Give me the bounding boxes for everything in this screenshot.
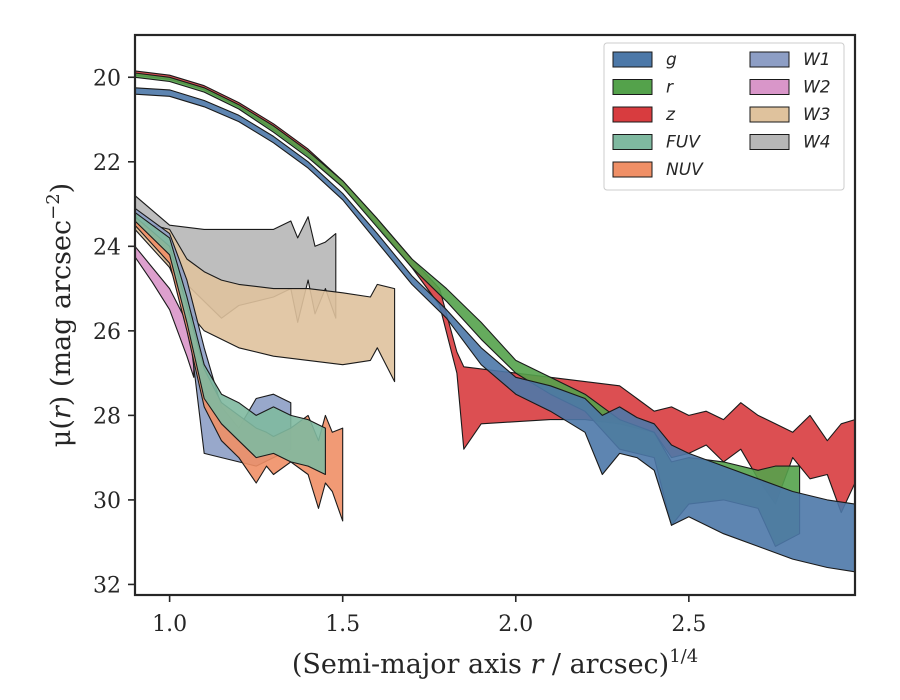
legend-swatch-w1	[749, 51, 790, 68]
x-label-variable: r	[530, 649, 545, 680]
plot-frame	[133, 33, 857, 597]
legend-label-w1: W1	[803, 50, 831, 70]
y-tick-label: 28	[93, 404, 121, 429]
x-label-exponent: 1/4	[669, 646, 698, 667]
legend-swatch-nuv	[612, 161, 653, 178]
legend-swatch-z	[612, 106, 653, 123]
y-label-part-1: μ(	[46, 419, 77, 447]
x-label-part-1: (Semi-major axis	[292, 649, 531, 680]
y-tick-label: 32	[93, 573, 121, 598]
legend-label-w3: W3	[803, 105, 831, 125]
band-w3	[135, 220, 396, 383]
band-fuv	[135, 211, 326, 476]
legend-label-g: g	[666, 50, 677, 70]
x-tick-label: 1.5	[325, 612, 360, 637]
x-label-part-3: / arcsec)	[543, 649, 669, 680]
legend-label-w2: W2	[803, 78, 831, 98]
legend-swatch-w2	[749, 79, 790, 95]
band-g	[135, 87, 855, 573]
band-w2	[135, 245, 195, 378]
y-label-exponent: −2	[43, 193, 64, 220]
y-tick-label: 24	[93, 235, 121, 260]
y-label-variable: r	[46, 404, 77, 419]
legend-swatch-w4	[749, 134, 790, 150]
legend-label-nuv: NUV	[666, 160, 704, 180]
legend-swatch-r	[612, 79, 653, 95]
legend-swatch-fuv	[612, 134, 653, 150]
legend-swatch-w3	[749, 106, 790, 123]
legend-swatch-g	[612, 51, 653, 68]
axis-ticks: 1.0 1.5 2.0 2.5 20 22 24 26 28 30 32	[93, 66, 706, 637]
legend-label-r: r	[666, 78, 674, 98]
y-tick-label: 22	[93, 151, 121, 176]
legend-label-w4: W4	[803, 133, 831, 153]
legend-label-z: z	[665, 105, 676, 125]
x-tick-label: 1.0	[152, 612, 187, 637]
legend: grz FUV NUV W1 W2 W3 W4	[603, 42, 845, 191]
y-tick-label: 26	[93, 320, 121, 345]
legend-label-fuv: FUV	[666, 133, 701, 153]
x-tick-label: 2.0	[498, 612, 533, 637]
y-axis-label: μ(r) (mag arcsec−2)	[43, 183, 77, 447]
y-tick-label: 20	[93, 66, 121, 91]
y-label-part-3: ) (mag arcsec	[46, 220, 77, 406]
x-axis-label: (Semi-major axis r / arcsec)1/4	[292, 646, 698, 680]
series-bands	[135, 70, 855, 573]
y-label-part-5: )	[46, 183, 77, 194]
y-tick-label: 30	[93, 489, 121, 514]
x-tick-label: 2.5	[671, 612, 706, 637]
